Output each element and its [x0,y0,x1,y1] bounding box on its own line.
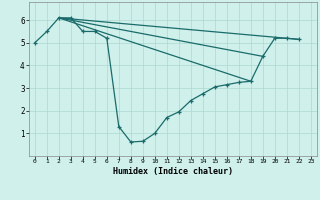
X-axis label: Humidex (Indice chaleur): Humidex (Indice chaleur) [113,167,233,176]
